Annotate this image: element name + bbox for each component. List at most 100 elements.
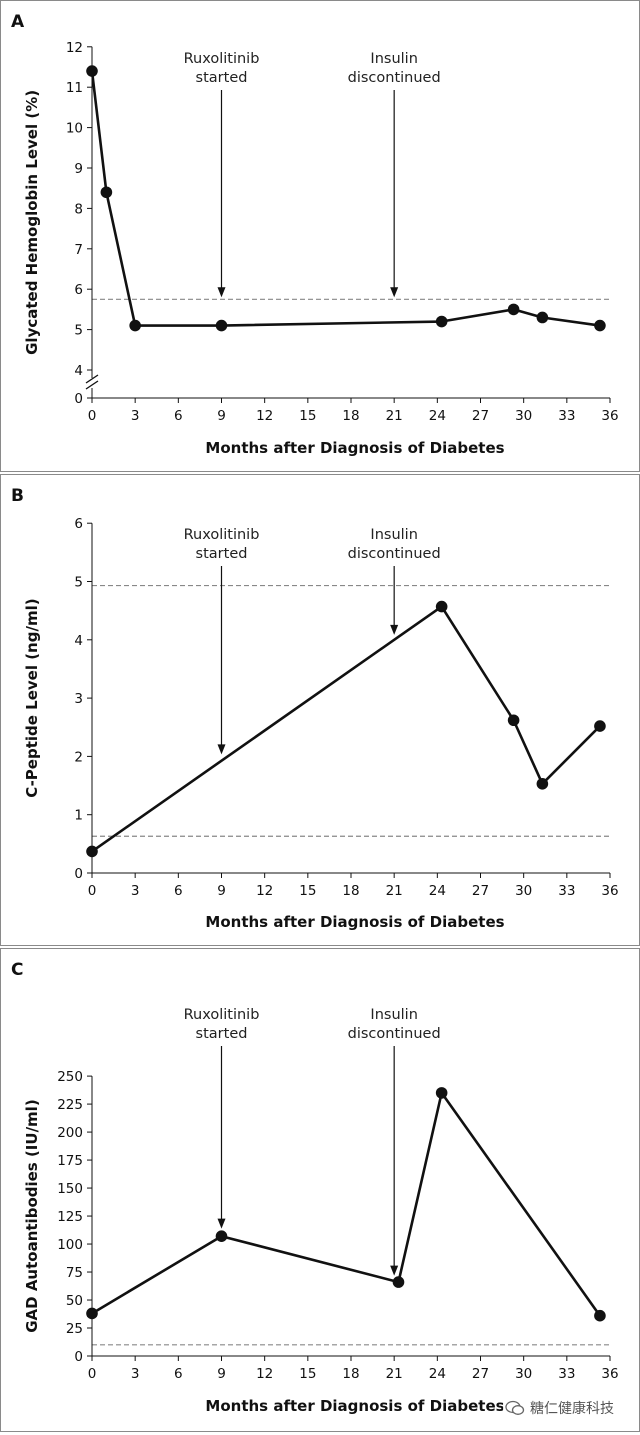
x-tick-label: 15 <box>299 408 316 424</box>
data-point <box>507 303 520 316</box>
x-tick-label: 18 <box>342 883 359 899</box>
x-tick-label: 6 <box>174 1366 183 1382</box>
axis-break-mark <box>85 380 99 390</box>
x-tick-label: 0 <box>88 408 97 424</box>
y-axis-title: GAD Autoantibodies (IU/ml) <box>23 1099 41 1332</box>
data-point <box>536 778 549 790</box>
x-tick-label: 3 <box>131 408 140 424</box>
y-tick-label: 5 <box>74 323 83 339</box>
x-tick-label: 3 <box>131 883 140 899</box>
x-tick-label: 12 <box>256 883 273 899</box>
x-tick-label: 36 <box>601 883 618 899</box>
x-tick-label: 21 <box>386 883 403 899</box>
annotation-label: started <box>196 70 248 86</box>
data-point <box>594 1309 606 1322</box>
y-tick-label: 75 <box>66 1265 83 1281</box>
panel-a: A 0 4 5 6 7 8 9 10 11 12 0 3 6 9 12 15 18 21 24 27 30 33 36 Mont… <box>0 0 640 472</box>
x-tick-label: 21 <box>386 1366 403 1382</box>
annotation-label: discontinued <box>348 70 441 86</box>
x-tick-label: 27 <box>472 408 489 424</box>
x-tick-label: 24 <box>429 408 446 424</box>
annotation-label: Insulin <box>370 1007 417 1023</box>
x-tick-label: 21 <box>386 408 403 424</box>
x-tick-label: 36 <box>601 1366 618 1382</box>
x-axis-title: Months after Diagnosis of Diabetes <box>205 913 504 931</box>
y-tick-label: 200 <box>57 1125 83 1141</box>
series-line <box>91 1091 601 1317</box>
data-point <box>536 311 549 324</box>
x-tick-label: 30 <box>515 1366 532 1382</box>
x-tick-label: 9 <box>217 1366 226 1382</box>
data-point <box>594 319 606 332</box>
y-tick-label: 4 <box>74 363 83 379</box>
data-point <box>594 720 606 732</box>
y-tick-label: 1 <box>74 808 83 824</box>
x-tick-label: 30 <box>515 408 532 424</box>
data-point <box>86 845 98 858</box>
y-tick-label: 225 <box>57 1097 83 1113</box>
data-point <box>435 315 448 328</box>
y-tick-label: 0 <box>74 866 83 882</box>
series-line <box>91 605 601 853</box>
y-tick-label: 175 <box>57 1153 83 1169</box>
x-tick-label: 9 <box>217 408 226 424</box>
y-tick-label: 2 <box>74 749 83 765</box>
y-tick-label: 6 <box>74 282 83 298</box>
x-tick-label: 9 <box>217 883 226 899</box>
panel-label: B <box>11 486 24 506</box>
annotation-label: Ruxolitinib <box>184 51 260 67</box>
x-tick-label: 33 <box>558 883 575 899</box>
y-tick-label: 0 <box>74 391 83 407</box>
panel-label: C <box>11 960 23 980</box>
x-tick-label: 18 <box>342 1366 359 1382</box>
watermark: 糖仁健康科技 <box>503 1398 616 1418</box>
annotation-label: discontinued <box>348 1026 441 1042</box>
annotation-label: discontinued <box>348 546 441 562</box>
x-tick-label: 6 <box>174 408 183 424</box>
x-tick-label: 24 <box>429 883 446 899</box>
panel-b: B 0 1 2 3 4 5 6 0 3 6 9 12 15 18 21 24 27 30 33 36 Months aft… <box>0 474 640 946</box>
x-tick-label: 27 <box>472 1366 489 1382</box>
data-point <box>392 1276 405 1288</box>
annotation-label: Insulin <box>370 527 417 543</box>
data-point <box>100 186 113 199</box>
y-tick-label: 5 <box>74 575 83 591</box>
x-tick-label: 0 <box>88 883 97 899</box>
x-tick-label: 27 <box>472 883 489 899</box>
arrow-head <box>217 744 226 755</box>
x-tick-label: 0 <box>88 1366 97 1382</box>
x-tick-label: 18 <box>342 408 359 424</box>
annotation-label: started <box>196 546 248 562</box>
arrow-head <box>390 624 399 635</box>
data-point <box>435 1087 448 1099</box>
y-tick-label: 6 <box>74 516 83 532</box>
x-tick-label: 24 <box>429 1366 446 1382</box>
y-tick-label: 25 <box>66 1321 83 1337</box>
x-tick-label: 33 <box>558 1366 575 1382</box>
y-tick-label: 3 <box>74 691 83 707</box>
x-tick-label: 30 <box>515 883 532 899</box>
data-point <box>507 714 520 727</box>
x-axis-title: Months after Diagnosis of Diabetes <box>205 1397 504 1415</box>
y-tick-label: 9 <box>74 161 83 177</box>
series-line <box>90 70 601 327</box>
x-tick-label: 6 <box>174 883 183 899</box>
y-axis-title: C-Peptide Level (ng/ml) <box>23 598 41 797</box>
x-tick-label: 15 <box>299 1366 316 1382</box>
annotation-label: Ruxolitinib <box>184 527 260 543</box>
y-tick-label: 12 <box>66 40 83 56</box>
data-point <box>129 319 141 332</box>
y-tick-label: 4 <box>74 633 83 649</box>
y-tick-label: 7 <box>74 242 83 258</box>
data-point <box>86 1307 98 1320</box>
wechat-icon <box>505 1400 525 1415</box>
y-tick-label: 10 <box>66 121 83 137</box>
y-tick-label: 150 <box>57 1181 83 1197</box>
y-tick-label: 125 <box>57 1209 83 1225</box>
x-tick-label: 12 <box>256 408 273 424</box>
y-tick-label: 11 <box>66 80 83 96</box>
data-point <box>215 319 228 332</box>
x-tick-label: 12 <box>256 1366 273 1382</box>
